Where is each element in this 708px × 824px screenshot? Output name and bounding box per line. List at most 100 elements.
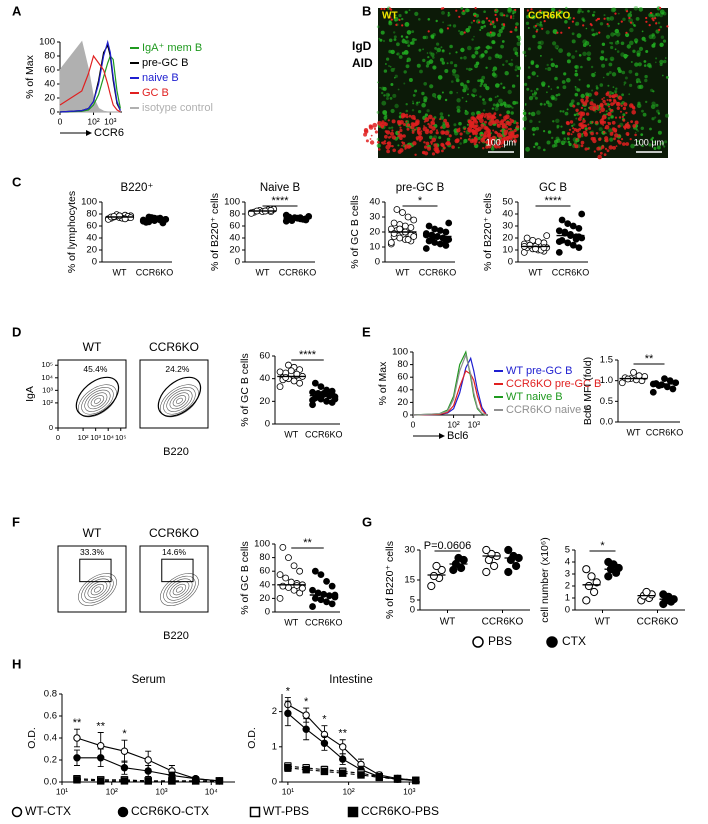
image-texture	[485, 17, 488, 20]
image-texture	[418, 101, 421, 104]
data-point	[672, 379, 680, 387]
image-texture	[621, 93, 624, 97]
image-texture	[402, 113, 407, 118]
legend-marker	[117, 806, 129, 818]
image-texture	[601, 145, 605, 149]
image-texture	[566, 137, 570, 141]
image-texture	[487, 144, 492, 149]
image-texture	[662, 39, 667, 43]
image-texture	[394, 103, 399, 109]
y-tick-label: 10	[369, 242, 380, 253]
image-texture	[376, 143, 381, 148]
image-texture	[593, 11, 596, 14]
image-texture	[489, 31, 492, 34]
data-point	[630, 368, 637, 376]
image-texture	[652, 19, 655, 22]
data-point	[584, 581, 594, 591]
image-texture	[370, 134, 373, 137]
contour	[87, 581, 108, 598]
image-texture	[422, 151, 426, 155]
image-texture	[369, 140, 375, 145]
data-point	[339, 755, 347, 763]
image-texture	[377, 81, 379, 84]
image-texture	[373, 127, 377, 130]
image-texture	[390, 108, 395, 114]
data-point	[328, 600, 336, 608]
data-point	[290, 562, 298, 570]
image-texture	[466, 87, 469, 91]
image-texture	[632, 49, 636, 54]
scale-bar-label: 100 μm	[634, 137, 664, 147]
panel-label: E	[362, 324, 371, 339]
image-texture	[628, 69, 633, 74]
image-texture	[556, 126, 559, 129]
y-axis-label: % of lymphocytes	[66, 191, 78, 273]
chart-title: Intestine	[329, 674, 372, 686]
y-tick-label: 1.5	[600, 355, 613, 366]
image-texture	[665, 113, 669, 118]
image-texture	[591, 33, 594, 36]
image-texture	[606, 92, 608, 95]
image-texture	[572, 17, 575, 20]
data-point	[287, 367, 295, 375]
image-texture	[643, 60, 647, 63]
data-point	[144, 767, 152, 775]
x-axis-label: Bcl6	[447, 430, 468, 442]
image-texture	[567, 140, 571, 144]
image-texture	[555, 136, 560, 141]
plot-frame	[139, 545, 209, 613]
image-texture	[608, 90, 613, 96]
image-texture	[425, 64, 429, 68]
image-texture	[438, 136, 442, 140]
image-texture	[580, 65, 583, 69]
axis-arrow-head	[86, 130, 92, 136]
y-tick-label: 10²	[42, 398, 53, 407]
image-texture	[543, 148, 546, 152]
image-texture	[591, 121, 594, 124]
y-axis-label: O.D.	[26, 727, 38, 749]
image-texture	[628, 93, 631, 96]
image-texture	[500, 82, 503, 85]
image-texture	[509, 62, 514, 67]
image-texture	[562, 85, 567, 90]
y-tick-label: 0.5	[600, 396, 613, 407]
image-texture	[430, 34, 435, 39]
image-texture	[483, 24, 487, 28]
image-texture	[386, 149, 390, 154]
data-point	[309, 396, 316, 404]
image-texture	[655, 22, 658, 25]
image-texture	[516, 54, 519, 57]
significance-label: *	[304, 696, 309, 708]
image-texture	[654, 17, 657, 20]
image-texture	[661, 142, 665, 145]
image-texture	[423, 82, 428, 86]
image-texture	[551, 96, 555, 101]
image-texture	[405, 113, 409, 117]
data-point	[282, 574, 290, 582]
legend-label: WT-PBS	[263, 804, 309, 818]
image-texture	[468, 138, 471, 141]
image-texture	[380, 7, 383, 11]
image-texture	[539, 102, 543, 106]
x-axis-label: B220	[163, 446, 189, 458]
image-texture	[390, 18, 393, 21]
image-texture	[473, 126, 476, 129]
image-texture	[659, 6, 662, 10]
image-texture	[404, 22, 410, 27]
image-texture	[459, 132, 463, 136]
image-texture	[540, 55, 542, 57]
image-texture	[433, 143, 438, 148]
data-point	[590, 587, 599, 597]
image-texture	[603, 120, 607, 124]
image-texture	[411, 109, 415, 112]
data-point	[642, 587, 651, 597]
x-tick-label: 10³	[155, 786, 167, 796]
image-texture	[466, 80, 470, 84]
image-texture	[378, 37, 381, 40]
image-texture	[507, 8, 512, 14]
image-texture	[385, 92, 390, 98]
data-point	[659, 590, 668, 599]
image-texture	[418, 110, 422, 114]
panel-label: B	[362, 3, 371, 18]
image-texture	[382, 39, 386, 43]
